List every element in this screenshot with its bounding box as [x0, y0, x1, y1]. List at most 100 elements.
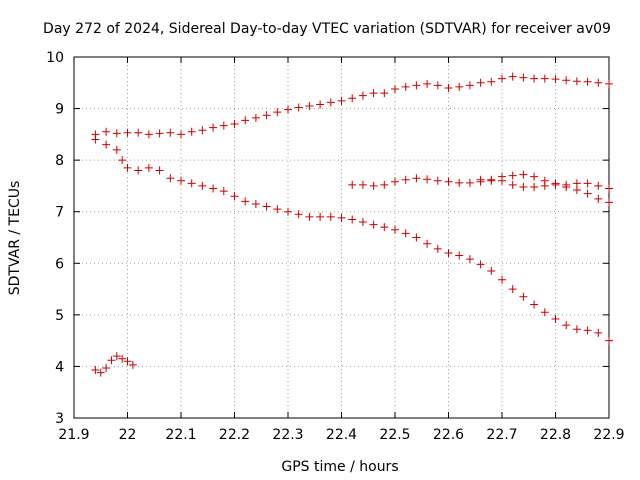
data-point — [519, 170, 528, 179]
data-point — [273, 108, 282, 117]
y-tick-label: 3 — [55, 411, 64, 427]
data-point — [572, 186, 581, 195]
data-point — [369, 181, 378, 190]
data-point — [519, 73, 528, 82]
data-point — [123, 163, 132, 172]
data-point — [455, 251, 464, 260]
data-point — [369, 220, 378, 229]
data-point — [102, 140, 111, 149]
data-point — [530, 172, 539, 181]
data-point — [107, 356, 116, 365]
data-point — [305, 212, 314, 221]
data-point — [337, 213, 346, 222]
x-axis-label: GPS time / hours — [281, 459, 398, 475]
series-middle-track-b — [476, 175, 613, 207]
data-point — [562, 321, 571, 330]
data-point — [444, 83, 453, 92]
data-point — [605, 79, 613, 88]
data-point — [144, 163, 153, 172]
x-tick-label: 22.6 — [433, 427, 464, 443]
data-point — [380, 223, 389, 232]
data-point — [476, 175, 485, 184]
x-tick-label: 22.8 — [540, 427, 571, 443]
data-point — [476, 260, 485, 269]
data-point — [128, 360, 137, 369]
data-point — [294, 210, 303, 219]
data-point — [112, 145, 121, 154]
data-point — [412, 233, 421, 242]
data-point — [209, 184, 218, 193]
data-point — [112, 352, 121, 361]
x-tick-label: 22.5 — [379, 427, 410, 443]
data-point — [251, 113, 260, 122]
data-point — [123, 357, 132, 366]
data-point — [487, 175, 496, 184]
data-point — [219, 121, 228, 130]
y-axis-label: SDTVAR / TECUs — [7, 181, 23, 296]
data-point — [209, 123, 218, 132]
data-point — [594, 181, 603, 190]
data-point — [508, 171, 517, 180]
series-descending-track — [91, 135, 613, 345]
data-point — [605, 198, 613, 207]
data-point — [166, 128, 175, 137]
data-point — [391, 225, 399, 234]
data-point — [498, 74, 506, 83]
data-point — [187, 179, 196, 188]
data-point — [391, 84, 399, 93]
data-point — [455, 82, 464, 91]
data-point — [605, 336, 613, 345]
data-point — [102, 363, 111, 372]
data-point — [358, 218, 367, 227]
data-point — [508, 180, 517, 189]
x-tick-label: 22.9 — [593, 427, 624, 443]
data-point — [144, 130, 153, 139]
data-point — [519, 292, 528, 301]
y-tick-label: 5 — [55, 308, 64, 324]
data-point — [540, 74, 549, 83]
data-point — [284, 207, 292, 216]
x-tick-label: 22.2 — [219, 427, 250, 443]
data-point — [348, 94, 357, 103]
data-point — [433, 176, 442, 185]
data-point — [177, 130, 185, 139]
y-tick-label: 6 — [55, 256, 64, 272]
data-point — [551, 180, 560, 189]
data-point — [316, 100, 325, 109]
data-point — [487, 267, 496, 276]
data-point — [380, 180, 389, 189]
data-point — [123, 128, 132, 137]
data-point — [530, 300, 539, 309]
data-point — [96, 368, 105, 377]
grid — [74, 57, 609, 418]
data-point — [508, 72, 517, 81]
data-point — [572, 77, 581, 86]
chart-title: Day 272 of 2024, Sidereal Day-to-day VTE… — [43, 21, 611, 37]
data-point — [508, 285, 517, 294]
data-point — [219, 187, 228, 196]
data-point — [540, 308, 549, 317]
data-point — [198, 181, 207, 190]
x-tick-label: 22 — [119, 427, 137, 443]
data-point — [465, 81, 474, 90]
x-tick-label: 22.1 — [165, 427, 196, 443]
data-point — [337, 96, 346, 105]
data-point — [348, 180, 357, 189]
data-point — [230, 120, 239, 129]
data-point — [326, 212, 335, 221]
y-tick-label: 10 — [46, 50, 64, 66]
data-point — [540, 181, 549, 190]
data-point — [401, 175, 410, 184]
data-point — [305, 101, 314, 110]
y-tick-labels: 3 4 5 6 7 8 9 10 — [46, 50, 64, 427]
data-point — [465, 178, 474, 187]
data-point — [530, 182, 539, 191]
x-tick-label: 22.3 — [272, 427, 303, 443]
data-point — [198, 126, 207, 135]
data-point — [583, 189, 592, 198]
data-point — [412, 174, 421, 183]
y-tick-label: 8 — [55, 153, 64, 169]
data-point — [262, 111, 271, 120]
data-point — [177, 176, 185, 185]
